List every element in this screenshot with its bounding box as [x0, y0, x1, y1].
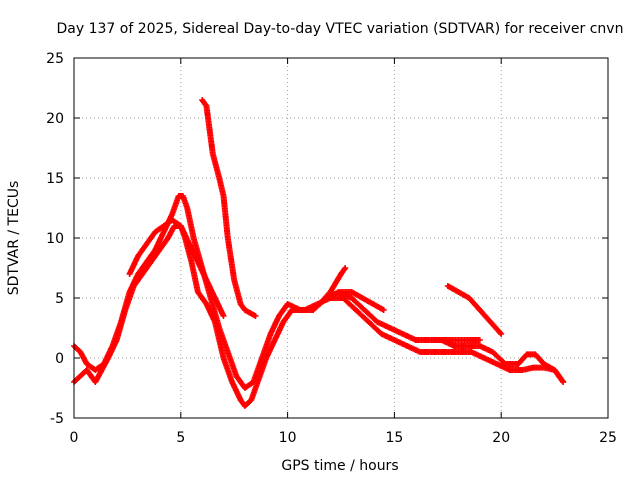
x-tick-label: 20 — [492, 430, 510, 446]
data-point — [220, 313, 227, 319]
data-point — [559, 377, 566, 384]
data-point — [252, 313, 259, 319]
data-point — [560, 379, 567, 385]
axis-ticks: 0 5 10 15 20 25 -5 0 5 10 15 20 25 — [46, 51, 617, 446]
data-point — [380, 307, 387, 313]
series-arc-3 — [126, 217, 227, 319]
x-tick-label: 10 — [279, 430, 297, 446]
data-series — [71, 97, 567, 409]
y-tick-label: -5 — [50, 411, 64, 427]
series-arc-8 — [434, 337, 483, 343]
x-axis-label: GPS time / hours — [281, 458, 398, 474]
series-arc-6 — [338, 289, 387, 313]
y-tick-label: 10 — [46, 231, 64, 247]
data-point — [341, 266, 348, 273]
y-tick-label: 25 — [46, 51, 64, 67]
y-axis-label: SDTVAR / TECUs — [6, 181, 22, 296]
series-arc-5 — [316, 265, 349, 307]
series-arc-7 — [444, 283, 505, 337]
chart-title: Day 137 of 2025, Sidereal Day-to-day VTE… — [57, 21, 624, 37]
y-tick-label: 20 — [46, 111, 64, 127]
x-tick-label: 25 — [599, 430, 617, 446]
x-tick-label: 5 — [176, 430, 185, 446]
data-point — [476, 337, 483, 343]
y-tick-label: 0 — [55, 351, 64, 367]
y-tick-label: 5 — [55, 291, 64, 307]
series-arc-4 — [199, 97, 259, 319]
data-point — [342, 265, 349, 271]
data-point — [498, 331, 505, 337]
x-tick-label: 15 — [385, 430, 403, 446]
data-point — [497, 329, 504, 336]
y-tick-label: 15 — [46, 171, 64, 187]
x-tick-label: 0 — [70, 430, 79, 446]
